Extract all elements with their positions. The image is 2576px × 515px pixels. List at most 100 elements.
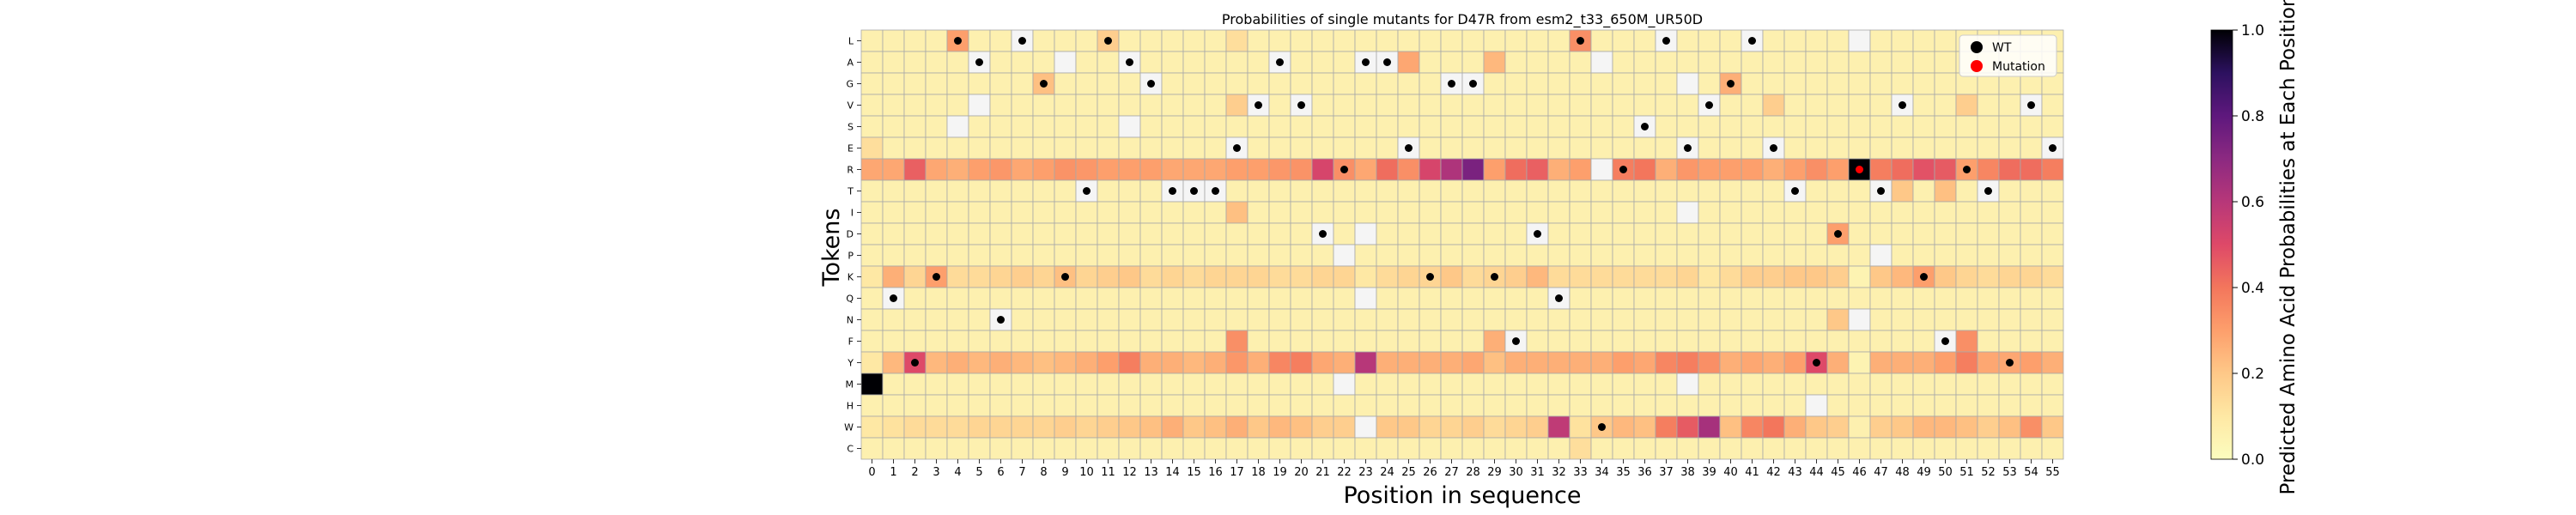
heatmap-cell — [1161, 201, 1184, 224]
heatmap-cell — [968, 115, 991, 138]
heatmap-cell — [1633, 94, 1656, 117]
heatmap-cell — [1891, 158, 1914, 181]
heatmap-cell — [1805, 437, 1828, 460]
heatmap-cell — [1762, 373, 1785, 396]
heatmap-cell — [1848, 394, 1871, 417]
heatmap-cell — [1075, 94, 1098, 117]
heatmap-cell — [1225, 437, 1249, 460]
x-tick-label: 51 — [1959, 466, 1974, 479]
heatmap-cell — [989, 158, 1012, 181]
heatmap-cell — [1547, 94, 1571, 117]
y-tick-label: R — [847, 165, 854, 176]
heatmap-cell — [925, 72, 948, 95]
heatmap-cell — [1204, 265, 1227, 288]
heatmap-cell — [1075, 265, 1098, 288]
heatmap-cell — [1612, 394, 1635, 417]
heatmap-cell — [1805, 179, 1828, 203]
heatmap-cell — [1461, 330, 1485, 353]
heatmap-cell — [1097, 437, 1120, 460]
heatmap-cell — [925, 373, 948, 396]
heatmap-cell — [1719, 415, 1742, 439]
heatmap-cell — [1139, 265, 1163, 288]
heatmap-cell — [1526, 437, 1549, 460]
heatmap-cell — [1290, 179, 1313, 203]
heatmap-cell — [1569, 330, 1592, 353]
heatmap-cell — [1225, 222, 1249, 245]
heatmap-cell — [1912, 158, 1935, 181]
heatmap-cell — [1805, 265, 1828, 288]
heatmap-cell — [1569, 373, 1592, 396]
heatmap-cell — [1955, 94, 1978, 117]
heatmap-cell — [1805, 51, 1828, 74]
heatmap-cell — [1547, 244, 1571, 267]
heatmap-cell — [1440, 330, 1463, 353]
heatmap-cell — [2020, 158, 2043, 181]
heatmap-cell — [1204, 287, 1227, 310]
heatmap-cell — [1912, 244, 1935, 267]
wt-marker — [1340, 166, 1348, 173]
heatmap-cell — [1461, 265, 1485, 288]
heatmap-cell — [1182, 287, 1206, 310]
wt-marker — [1641, 123, 1649, 130]
heatmap-cell — [1719, 437, 1742, 460]
heatmap-cell — [1655, 287, 1678, 310]
x-tick-label: 39 — [1702, 466, 1716, 479]
heatmap-cell — [1934, 51, 1957, 74]
heatmap-cell — [1955, 115, 1978, 138]
heatmap-cell — [1204, 415, 1227, 439]
heatmap-cell — [1655, 158, 1678, 181]
heatmap-cell — [1783, 287, 1807, 310]
heatmap-cell — [1633, 244, 1656, 267]
heatmap-cell — [968, 394, 991, 417]
heatmap-cell — [2041, 201, 2064, 224]
heatmap-cell — [1526, 415, 1549, 439]
heatmap-cell — [1590, 351, 1613, 374]
x-tick-label: 50 — [1938, 466, 1953, 479]
heatmap-cell — [989, 287, 1012, 310]
heatmap-cell — [968, 330, 991, 353]
heatmap-cell — [989, 94, 1012, 117]
heatmap-cell — [1547, 136, 1571, 160]
x-tick-label: 17 — [1230, 466, 1244, 479]
heatmap-cell — [1612, 308, 1635, 331]
heatmap-cell — [1569, 136, 1592, 160]
heatmap-cell — [1032, 394, 1055, 417]
heatmap-cell — [1547, 373, 1571, 396]
heatmap-cell — [882, 115, 905, 138]
heatmap-cell — [1397, 158, 1420, 181]
heatmap-cell — [1161, 115, 1184, 138]
wt-marker — [1297, 101, 1305, 109]
heatmap-cell — [1912, 29, 1935, 52]
wt-marker — [1212, 187, 1219, 195]
heatmap-cell — [1139, 373, 1163, 396]
heatmap-cell — [1354, 244, 1377, 267]
heatmap-cell — [1054, 94, 1077, 117]
x-tick-label: 6 — [997, 466, 1004, 479]
x-tick-label: 16 — [1208, 466, 1223, 479]
heatmap-cell — [1461, 158, 1485, 181]
heatmap-cell — [1891, 373, 1914, 396]
heatmap-cell — [1225, 158, 1249, 181]
heatmap-cell — [1504, 94, 1528, 117]
heatmap-cell — [1268, 222, 1291, 245]
heatmap-cell — [1097, 51, 1120, 74]
heatmap-cell — [1397, 394, 1420, 417]
heatmap-cell — [1182, 115, 1206, 138]
heatmap-cell — [1547, 201, 1571, 224]
heatmap-cell — [1483, 437, 1506, 460]
heatmap-cell — [1977, 136, 2000, 160]
heatmap-cell — [1054, 179, 1077, 203]
heatmap-cell — [925, 415, 948, 439]
heatmap-cell — [1268, 308, 1291, 331]
heatmap-cell — [1290, 244, 1313, 267]
heatmap-cell — [1547, 115, 1571, 138]
heatmap-cell — [1655, 136, 1678, 160]
colorbar-tick-label: 0.6 — [2241, 194, 2264, 211]
heatmap-cell — [882, 394, 905, 417]
heatmap-cell — [1891, 415, 1914, 439]
heatmap-cell — [1741, 158, 1764, 181]
heatmap-cell — [1805, 308, 1828, 331]
heatmap-cell — [1032, 51, 1055, 74]
wt-marker — [1727, 80, 1735, 88]
heatmap-cell — [1268, 136, 1291, 160]
